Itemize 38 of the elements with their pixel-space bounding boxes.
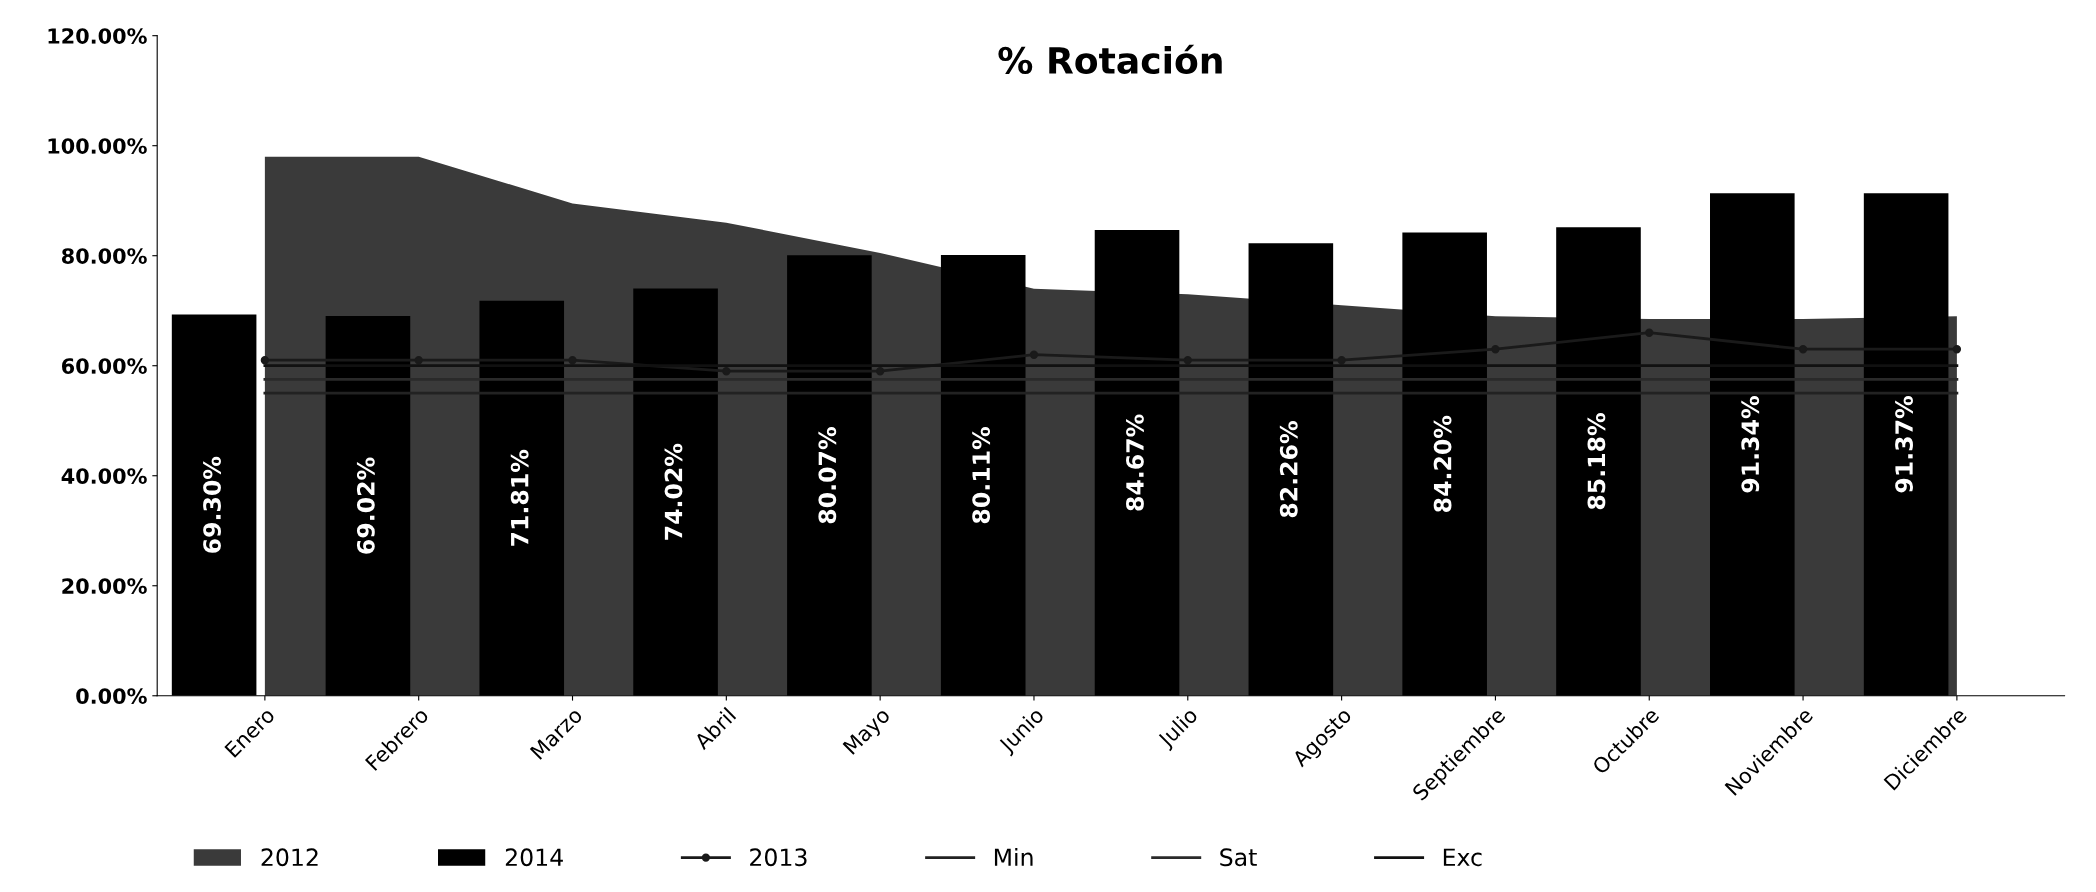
legend-label: Exc bbox=[1443, 848, 1482, 867]
y-tick-label: 20.00% bbox=[62, 578, 147, 594]
point bbox=[722, 367, 731, 376]
point bbox=[1337, 356, 1346, 365]
chart-title: % Rotación bbox=[998, 44, 1222, 75]
point bbox=[1183, 356, 1192, 365]
data-label: 69.02% bbox=[356, 457, 375, 554]
data-label: 91.37% bbox=[1895, 396, 1913, 493]
data-label: 84.20% bbox=[1433, 415, 1452, 512]
y-tick-label: 100.00% bbox=[48, 138, 147, 154]
y-tick-label: 40.00% bbox=[61, 468, 147, 484]
point bbox=[1798, 345, 1808, 354]
point bbox=[875, 367, 885, 376]
y-tick-label: 0.00% bbox=[76, 688, 147, 704]
data-label: 85.18% bbox=[1587, 413, 1606, 510]
point bbox=[1952, 345, 1962, 354]
point bbox=[1645, 328, 1654, 337]
data-label: 80.07% bbox=[818, 427, 837, 524]
data-label: 69.30% bbox=[203, 456, 221, 553]
point bbox=[1029, 350, 1039, 359]
point bbox=[260, 356, 270, 365]
data-label: 80.11% bbox=[972, 427, 991, 524]
data-label: 74.02% bbox=[664, 443, 683, 540]
data-label: 84.67% bbox=[1126, 414, 1144, 511]
legend-label: 2013 bbox=[750, 848, 807, 867]
legend-label: 2012 bbox=[261, 848, 318, 867]
y-tick-label: 120.00% bbox=[48, 28, 147, 44]
legend-label: 2014 bbox=[505, 848, 563, 867]
y-tick-label: 60.00% bbox=[62, 358, 147, 374]
data-label: 71.81% bbox=[510, 449, 529, 546]
point bbox=[1491, 345, 1500, 354]
data-label: 82.26% bbox=[1279, 421, 1298, 518]
y-tick-label: 80.00% bbox=[61, 248, 147, 264]
point bbox=[414, 356, 423, 365]
point bbox=[568, 356, 577, 365]
data-label: 91.34% bbox=[1741, 396, 1760, 493]
legend-label: Min bbox=[994, 847, 1033, 866]
legend-label: Sat bbox=[1220, 848, 1257, 867]
